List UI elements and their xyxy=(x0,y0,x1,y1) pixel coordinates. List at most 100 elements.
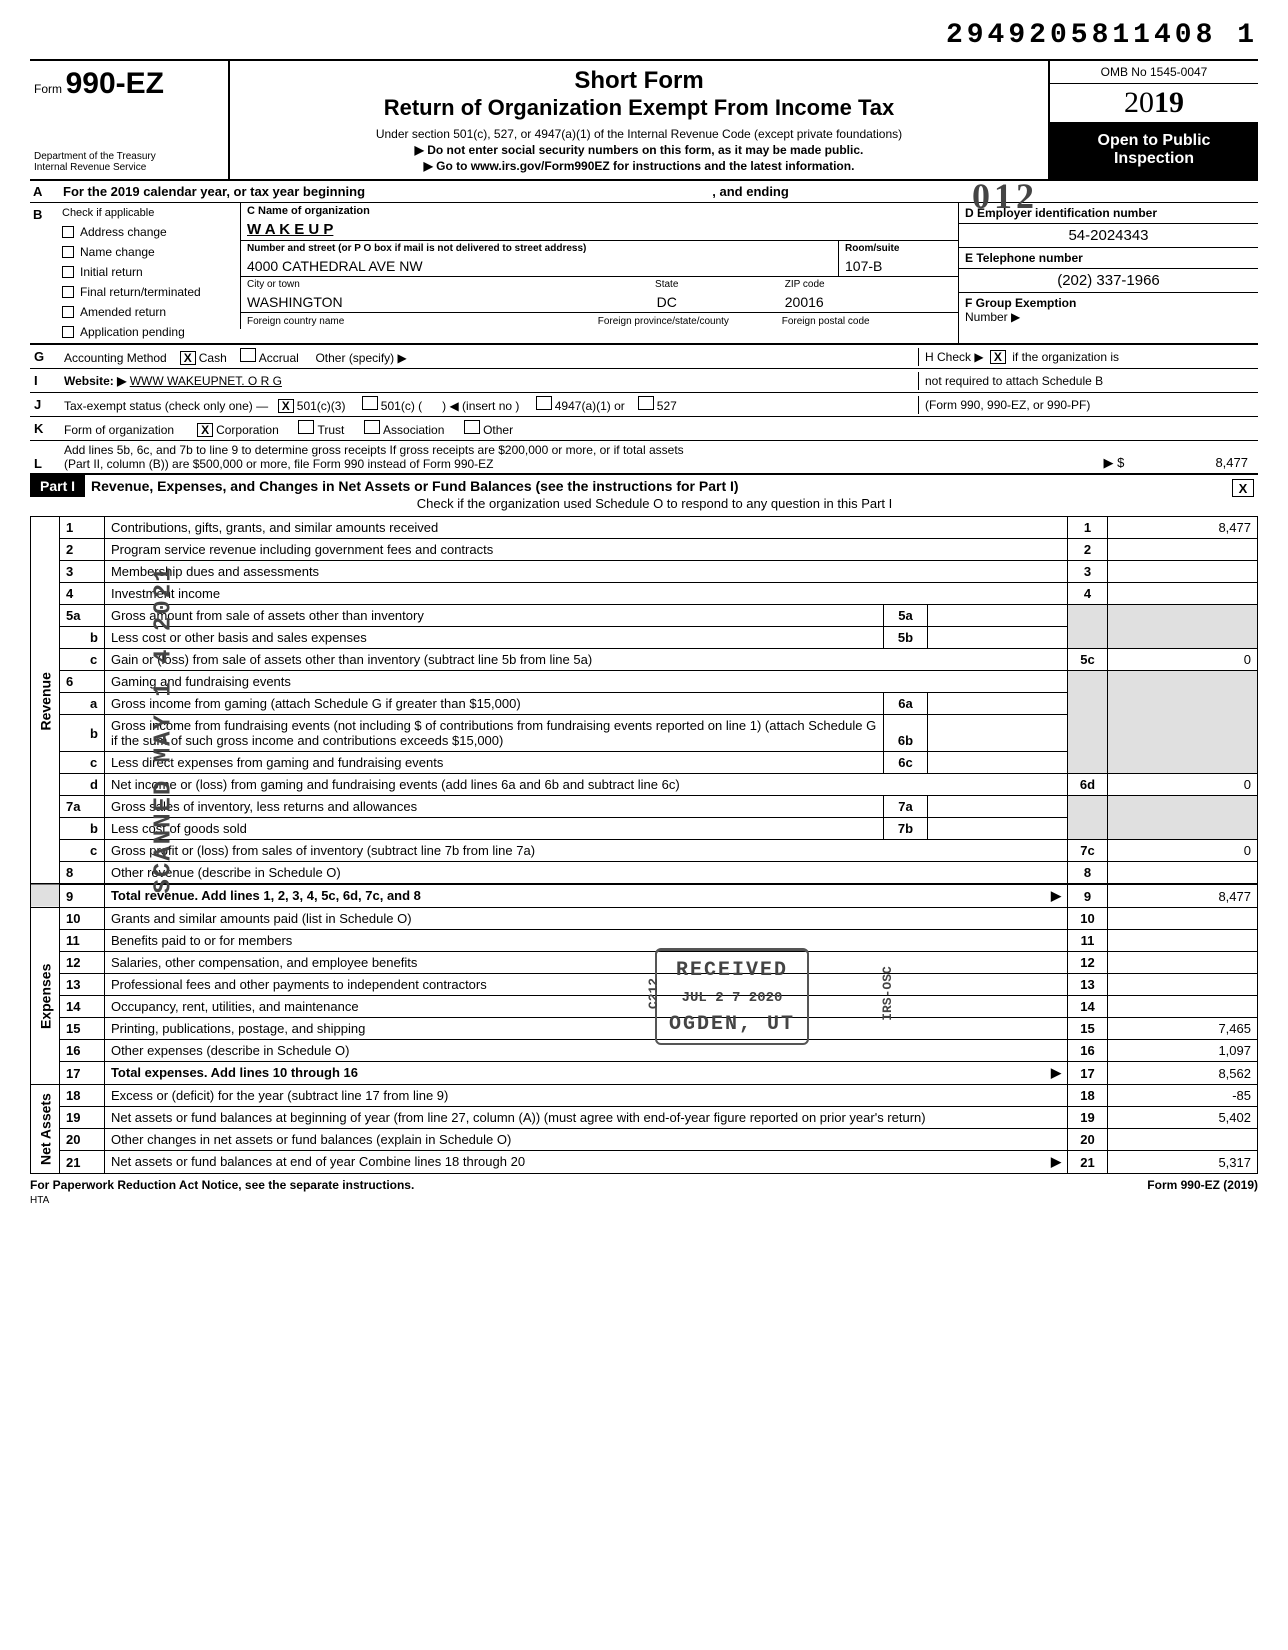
form-number: 990-EZ xyxy=(66,67,164,100)
ein-value: 54-2024343 xyxy=(959,224,1258,248)
chk-address-change[interactable]: Address change xyxy=(62,225,238,239)
label-k: K xyxy=(30,419,60,438)
line-5a: 5aGross amount from sale of assets other… xyxy=(31,605,1258,627)
chk-4947[interactable] xyxy=(536,396,552,410)
row-h-line3: (Form 990, 990-EZ, or 990-PF) xyxy=(918,396,1258,414)
chk-accrual[interactable] xyxy=(240,348,256,362)
line-19: 19Net assets or fund balances at beginni… xyxy=(31,1107,1258,1129)
line-21: 21Net assets or fund balances at end of … xyxy=(31,1151,1258,1174)
zip-label: ZIP code xyxy=(779,277,958,292)
line-4: 4Investment income4 xyxy=(31,583,1258,605)
row-j-content: Tax-exempt status (check only one) — X50… xyxy=(60,394,918,415)
ssn-warning: ▶ Do not enter social security numbers o… xyxy=(240,143,1038,157)
line-7a: 7aGross sales of inventory, less returns… xyxy=(31,796,1258,818)
line-3: 3Membership dues and assessments3 xyxy=(31,561,1258,583)
state-value: DC xyxy=(555,292,779,312)
room-label: Room/suite xyxy=(839,241,958,256)
footer: For Paperwork Reduction Act Notice, see … xyxy=(30,1174,1258,1210)
row-l: L Add lines 5b, 6c, and 7b to line 9 to … xyxy=(30,441,1258,475)
line-9: 9Total revenue. Add lines 1, 2, 3, 4, 5c… xyxy=(31,884,1258,908)
chk-name-change[interactable]: Name change xyxy=(62,245,238,259)
side-revenue: Revenue xyxy=(31,517,60,885)
dept-block: Department of the Treasury Internal Reve… xyxy=(34,151,224,173)
part1-title: Revenue, Expenses, and Changes in Net As… xyxy=(85,475,1224,516)
chk-trust[interactable] xyxy=(298,420,314,434)
line-7c: cGross profit or (loss) from sales of in… xyxy=(31,840,1258,862)
line-15: 15Printing, publications, postage, and s… xyxy=(31,1018,1258,1040)
label-g: G xyxy=(30,347,60,366)
city-value: WASHINGTON xyxy=(241,292,555,312)
state-label: State xyxy=(555,277,779,292)
line-13: 13Professional fees and other payments t… xyxy=(31,974,1258,996)
row-g-content: Accounting Method XCash Accrual Other (s… xyxy=(60,346,918,367)
chk-h[interactable]: X xyxy=(990,350,1006,364)
row-a-text: For the 2019 calendar year, or tax year … xyxy=(60,181,1258,202)
part1-checkbox[interactable]: X xyxy=(1232,479,1254,497)
header-left: Form 990-EZ Department of the Treasury I… xyxy=(30,61,230,179)
title-subtitle: Under section 501(c), 527, or 4947(a)(1)… xyxy=(240,127,1038,141)
org-name: W A K E U P xyxy=(241,219,958,240)
form-header: Form 990-EZ Department of the Treasury I… xyxy=(30,59,1258,181)
phone-value: (202) 337-1966 xyxy=(959,269,1258,293)
form-prefix: Form xyxy=(34,82,62,96)
title-short-form: Short Form xyxy=(240,67,1038,95)
row-k-content: Form of organization XCorporation Trust … xyxy=(60,418,1258,439)
label-a: A xyxy=(30,181,60,202)
chk-501c[interactable] xyxy=(362,396,378,410)
footer-left: For Paperwork Reduction Act Notice, see … xyxy=(30,1178,414,1206)
section-bcdef: B Check if applicable Address change Nam… xyxy=(30,203,1258,345)
omb-number: OMB No 1545-0047 xyxy=(1050,61,1258,84)
chk-application-pending[interactable]: Application pending xyxy=(62,325,238,339)
open-line1: Open to Public xyxy=(1054,132,1254,150)
chk-initial-return[interactable]: Initial return xyxy=(62,265,238,279)
document-number: 2949205811408 1 xyxy=(30,20,1258,51)
check-header: Check if applicable xyxy=(62,207,238,219)
row-h: H Check ▶ X if the organization is xyxy=(918,348,1258,366)
chk-association[interactable] xyxy=(364,420,380,434)
dept-treasury: Department of the Treasury xyxy=(34,151,224,162)
header-right: OMB No 1545-0047 2019 Open to Public Ins… xyxy=(1048,61,1258,179)
chk-amended-return[interactable]: Amended return xyxy=(62,305,238,319)
street-label: Number and street (or P O box if mail is… xyxy=(241,241,838,256)
row-i-content: Website: ▶ WWW WAKEUPNET. O R G xyxy=(60,372,918,390)
e-label: E Telephone number xyxy=(959,248,1258,269)
title-return: Return of Organization Exempt From Incom… xyxy=(240,95,1038,121)
line-11: 11Benefits paid to or for members11 xyxy=(31,930,1258,952)
line-8: 8Other revenue (describe in Schedule O)8 xyxy=(31,862,1258,885)
street-value: 4000 CATHEDRAL AVE NW xyxy=(241,256,838,276)
dept-irs: Internal Revenue Service xyxy=(34,162,224,173)
chk-corporation[interactable]: X xyxy=(197,423,213,437)
foreign-prov-label: Foreign province/state/county xyxy=(551,313,776,329)
line-2: 2Program service revenue including gover… xyxy=(31,539,1258,561)
header-center: Short Form Return of Organization Exempt… xyxy=(230,61,1048,179)
line-20: 20Other changes in net assets or fund ba… xyxy=(31,1129,1258,1151)
line-5c: cGain or (loss) from sale of assets othe… xyxy=(31,649,1258,671)
chk-501c3[interactable]: X xyxy=(278,399,294,413)
zip-value: 20016 xyxy=(779,292,958,312)
row-i: I Website: ▶ WWW WAKEUPNET. O R G not re… xyxy=(30,369,1258,393)
chk-527[interactable] xyxy=(638,396,654,410)
line-14: 14Occupancy, rent, utilities, and mainte… xyxy=(31,996,1258,1018)
chk-other[interactable] xyxy=(464,420,480,434)
chk-cash[interactable]: X xyxy=(180,351,196,365)
financial-section: SCANNED MAY 1 4 2021 Revenue 1 Contribut… xyxy=(30,516,1258,1174)
line-17: 17Total expenses. Add lines 10 through 1… xyxy=(31,1062,1258,1085)
part1-subtitle: Check if the organization used Schedule … xyxy=(91,494,1218,513)
label-i: I xyxy=(30,371,60,390)
side-expenses: Expenses xyxy=(31,908,60,1085)
room-value: 107-B xyxy=(839,256,958,276)
footer-hta: HTA xyxy=(30,1195,49,1206)
f-label: F Group Exemption Number ▶ xyxy=(959,293,1258,327)
line-16: 16Other expenses (describe in Schedule O… xyxy=(31,1040,1258,1062)
tax-year: 2019 xyxy=(1050,84,1258,124)
line-6: 6Gaming and fundraising events xyxy=(31,671,1258,693)
row-l-value: ▶ $ 8,477 xyxy=(1018,453,1258,473)
line-10: Expenses 10Grants and similar amounts pa… xyxy=(31,908,1258,930)
col-c: C Name of organization W A K E U P Numbe… xyxy=(240,203,958,343)
footer-right: Form 990-EZ (2019) xyxy=(1147,1178,1258,1206)
line-6d: dNet income or (loss) from gaming and fu… xyxy=(31,774,1258,796)
chk-final-return[interactable]: Final return/terminated xyxy=(62,285,238,299)
row-k: K Form of organization XCorporation Trus… xyxy=(30,417,1258,441)
year-prefix: 20 xyxy=(1124,86,1154,119)
line-12: 12Salaries, other compensation, and empl… xyxy=(31,952,1258,974)
